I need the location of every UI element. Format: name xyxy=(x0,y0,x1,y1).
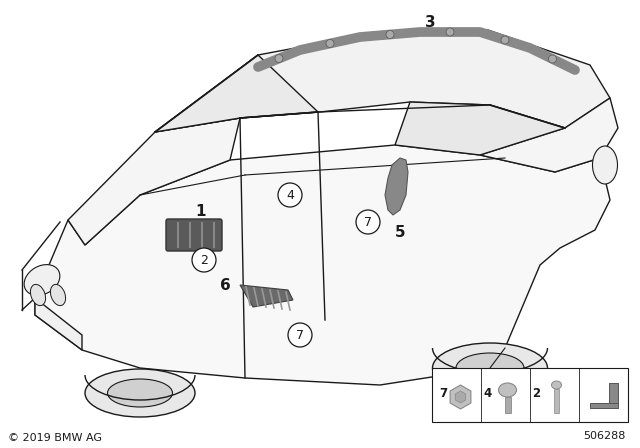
Ellipse shape xyxy=(593,146,618,184)
Ellipse shape xyxy=(552,381,561,389)
Polygon shape xyxy=(609,383,618,403)
Text: 7: 7 xyxy=(364,215,372,228)
Ellipse shape xyxy=(433,343,547,393)
Text: 506288: 506288 xyxy=(584,431,626,441)
Ellipse shape xyxy=(456,353,524,383)
Ellipse shape xyxy=(51,284,65,306)
Text: 4: 4 xyxy=(483,387,492,400)
Circle shape xyxy=(278,183,302,207)
Text: 1: 1 xyxy=(196,203,206,219)
Text: 2: 2 xyxy=(200,254,208,267)
Polygon shape xyxy=(155,55,318,132)
Ellipse shape xyxy=(85,369,195,417)
Circle shape xyxy=(501,36,509,44)
Polygon shape xyxy=(395,102,565,155)
Polygon shape xyxy=(240,285,293,307)
Text: 7: 7 xyxy=(296,328,304,341)
FancyBboxPatch shape xyxy=(504,397,511,413)
Circle shape xyxy=(548,55,557,63)
Circle shape xyxy=(446,28,454,36)
Circle shape xyxy=(275,55,283,63)
FancyBboxPatch shape xyxy=(554,389,559,413)
Ellipse shape xyxy=(499,383,516,397)
Polygon shape xyxy=(480,98,618,172)
FancyBboxPatch shape xyxy=(166,219,222,251)
Polygon shape xyxy=(68,118,240,245)
Text: 4: 4 xyxy=(286,189,294,202)
Circle shape xyxy=(356,210,380,234)
Circle shape xyxy=(386,30,394,39)
Text: 2: 2 xyxy=(532,387,541,400)
Text: 7: 7 xyxy=(440,387,447,400)
Text: 3: 3 xyxy=(425,14,435,30)
Text: 6: 6 xyxy=(220,277,230,293)
Circle shape xyxy=(192,248,216,272)
Ellipse shape xyxy=(31,284,45,306)
Circle shape xyxy=(288,323,312,347)
Polygon shape xyxy=(35,145,610,385)
Polygon shape xyxy=(155,30,610,132)
Text: 5: 5 xyxy=(395,224,405,240)
Circle shape xyxy=(326,39,334,47)
FancyBboxPatch shape xyxy=(432,368,628,422)
Polygon shape xyxy=(589,403,618,408)
Polygon shape xyxy=(35,298,82,350)
Polygon shape xyxy=(385,158,408,215)
Ellipse shape xyxy=(108,379,173,407)
Text: © 2019 BMW AG: © 2019 BMW AG xyxy=(8,433,102,443)
Ellipse shape xyxy=(24,265,60,295)
